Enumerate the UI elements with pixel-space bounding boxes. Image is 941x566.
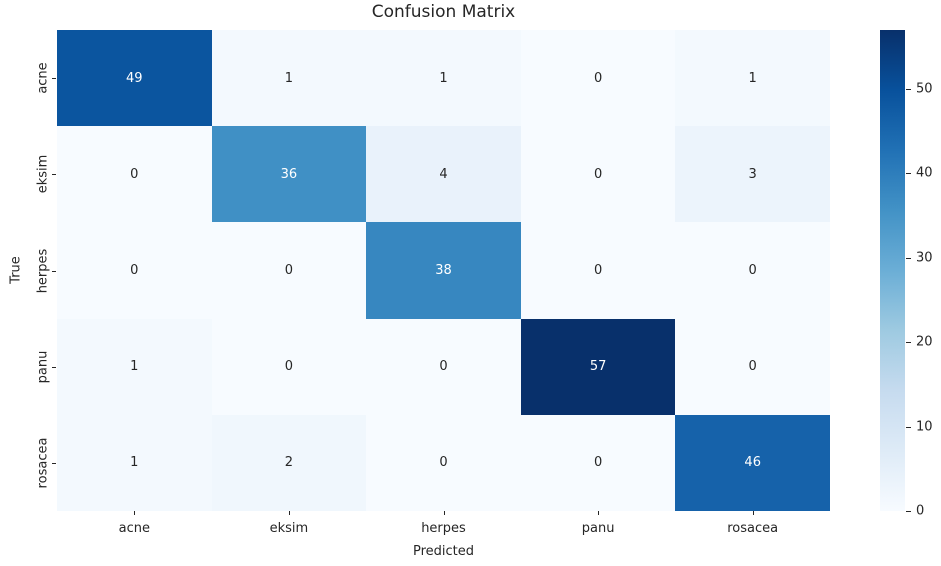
cell-value: 0 [593, 262, 603, 278]
x-tick-label: herpes [421, 521, 466, 536]
cell-value: 1 [130, 455, 139, 471]
heatmap-cell: 57 [520, 318, 676, 415]
x-tick-label: acne [118, 521, 150, 536]
x-tick-mark [288, 511, 290, 515]
y-tick-label: herpes [35, 248, 51, 293]
cell-value: 0 [593, 455, 603, 471]
cell-value: 49 [126, 70, 143, 86]
colorbar-tick-mark [906, 511, 911, 512]
heatmap-cell: 1 [366, 30, 521, 127]
colorbar-tick-label: 30 [916, 250, 933, 266]
cell-value: 3 [748, 166, 757, 182]
x-axis-label: Predicted [412, 544, 475, 559]
cell-value: 0 [284, 262, 294, 278]
cell-value: 0 [593, 166, 603, 182]
y-tick-mark [52, 78, 56, 80]
chart-title: Confusion Matrix [371, 2, 516, 22]
heatmap-cell: 2 [211, 414, 367, 511]
x-tick-label: rosacea [727, 521, 779, 536]
cell-value: 0 [748, 359, 757, 375]
heatmap-cell: 0 [675, 318, 830, 415]
heatmap-cell: 0 [211, 318, 367, 415]
x-tick-mark [752, 511, 754, 515]
x-tick-label: eksim [269, 521, 309, 536]
colorbar [880, 30, 905, 511]
y-tick-mark [52, 174, 56, 176]
heatmap-cell: 46 [675, 414, 830, 511]
cell-value: 36 [280, 166, 298, 182]
heatmap-cell: 38 [366, 222, 521, 319]
colorbar-tick-mark [906, 342, 911, 344]
heatmap-cell: 4 [366, 126, 521, 223]
x-tick-mark [134, 511, 136, 515]
cell-value: 1 [748, 70, 757, 86]
cell-value: 0 [439, 455, 448, 471]
y-tick-label: eksim [35, 155, 51, 194]
heatmap-cell: 0 [366, 414, 521, 511]
cell-value: 38 [435, 262, 452, 278]
heatmap-cell: 0 [520, 414, 676, 511]
colorbar-tick-mark [906, 257, 911, 259]
cell-value: 1 [284, 70, 294, 86]
cell-value: 0 [130, 262, 139, 278]
cell-value: 4 [439, 166, 448, 182]
heatmap-cell: 0 [57, 222, 212, 319]
cell-value: 46 [744, 455, 761, 471]
cell-value: 0 [593, 70, 603, 86]
colorbar-tick-mark [906, 89, 911, 91]
heatmap-cell: 1 [57, 414, 212, 511]
y-tick-label: acne [35, 62, 51, 94]
y-tick-mark [52, 270, 56, 272]
heatmap-cell: 0 [366, 318, 521, 415]
colorbar-tick-label: 10 [916, 419, 933, 435]
y-tick-mark [52, 366, 56, 368]
heatmap-cell: 0 [520, 222, 676, 319]
heatmap-cell: 0 [57, 126, 212, 223]
heatmap-cell: 49 [57, 30, 212, 127]
cell-value: 57 [589, 359, 607, 375]
x-tick-label: panu [581, 521, 615, 536]
x-tick-mark [443, 511, 445, 515]
heatmap-cell: 1 [675, 30, 830, 127]
heatmap-cell: 1 [57, 318, 212, 415]
cell-value: 1 [130, 359, 139, 375]
colorbar-tick-mark [906, 173, 911, 175]
cell-value: 0 [748, 262, 757, 278]
colorbar-tick-label: 0 [916, 503, 925, 519]
colorbar-tick-label: 50 [916, 81, 933, 97]
heatmap-cell: 0 [211, 222, 367, 319]
cell-value: 0 [284, 359, 294, 375]
cell-value: 2 [284, 455, 294, 471]
heatmap-cell: 0 [520, 30, 676, 127]
cell-value: 0 [439, 359, 448, 375]
y-tick-label: rosacea [35, 437, 51, 489]
cell-value: 0 [130, 166, 139, 182]
cell-value: 1 [439, 70, 448, 86]
heatmap-cell: 3 [675, 126, 830, 223]
y-tick-label: panu [35, 350, 51, 384]
x-tick-mark [598, 511, 600, 515]
heatmap-cell: 1 [211, 30, 367, 127]
heatmap-cell: 36 [211, 126, 367, 223]
colorbar-tick-label: 20 [916, 334, 933, 350]
heatmap-cell: 0 [675, 222, 830, 319]
heatmap-cell: 0 [520, 126, 676, 223]
colorbar-tick-mark [906, 426, 911, 428]
y-tick-mark [52, 462, 56, 464]
y-axis-label: True [8, 256, 24, 284]
colorbar-tick-label: 40 [916, 165, 933, 181]
heatmap: 49 1 1 0 1 0 36 4 0 3 0 0 38 0 0 1 0 0 57 0 1 2 0 0 46 [57, 30, 830, 511]
